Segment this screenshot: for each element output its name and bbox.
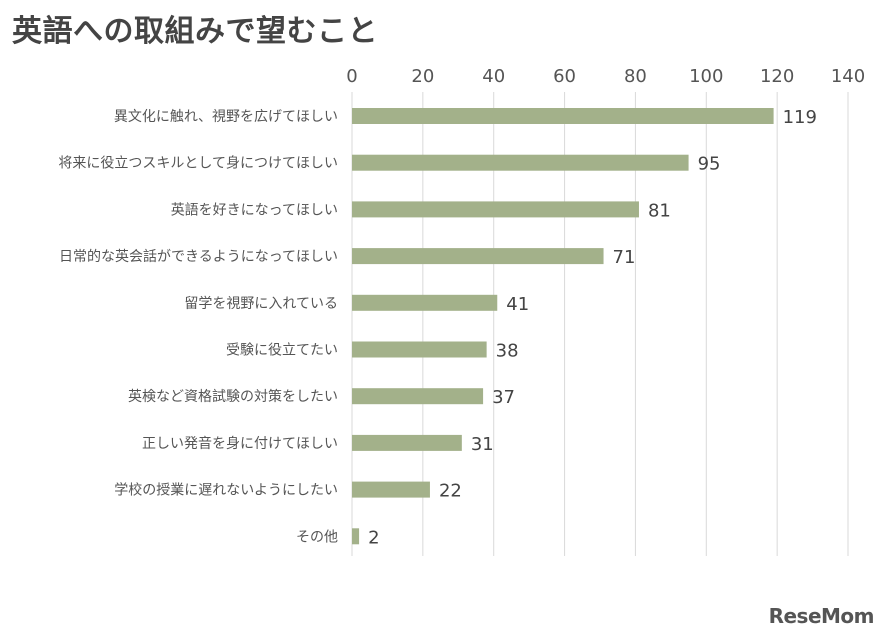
data-label: 31 xyxy=(471,434,494,455)
category-label: その他 xyxy=(296,529,338,545)
data-label: 71 xyxy=(613,247,636,268)
x-tick-label: 40 xyxy=(482,66,505,87)
category-label: 学校の授業に遅れないようにしたい xyxy=(114,482,338,499)
category-label: 留学を視野に入れている xyxy=(184,296,338,312)
data-label: 2 xyxy=(368,527,379,548)
category-label: 正しい発音を身に付けてほしい xyxy=(142,435,338,452)
data-label: 81 xyxy=(648,200,671,221)
data-label: 119 xyxy=(783,107,817,128)
category-label: 異文化に触れ、視野を広げてほしい xyxy=(114,109,338,125)
category-label: 英語を好きになってほしい xyxy=(171,201,338,218)
bar xyxy=(352,248,604,265)
data-label: 41 xyxy=(506,294,529,315)
data-label: 38 xyxy=(496,341,519,362)
x-tick-label: 140 xyxy=(831,66,865,87)
x-tick-label: 0 xyxy=(346,66,357,87)
category-label: 将来に役立つスキルとして身につけてほしい xyxy=(58,156,338,172)
bar xyxy=(352,108,774,124)
bar xyxy=(352,481,430,498)
resemom-logo: ReseMom xyxy=(768,604,875,628)
category-label: 受験に役立てたい xyxy=(226,343,338,359)
bar xyxy=(352,341,487,358)
data-label: 95 xyxy=(698,154,721,175)
bar xyxy=(352,201,639,218)
bar xyxy=(352,434,462,451)
bar xyxy=(352,388,484,405)
x-tick-label: 20 xyxy=(411,66,434,87)
category-label: 英検など資格試験の対策をしたい xyxy=(128,388,338,405)
x-tick-label: 120 xyxy=(760,66,794,87)
bar xyxy=(352,294,498,311)
data-label: 37 xyxy=(492,387,515,408)
bar xyxy=(352,154,689,171)
x-tick-label: 60 xyxy=(553,66,576,87)
x-tick-label: 100 xyxy=(689,66,723,87)
x-tick-label: 80 xyxy=(624,66,647,87)
category-label: 日常的な英会話ができるようになってほしい xyxy=(59,248,338,265)
bar xyxy=(352,528,360,545)
chart-title: 英語への取組みで望むこと xyxy=(12,14,378,49)
data-label: 22 xyxy=(439,481,462,502)
